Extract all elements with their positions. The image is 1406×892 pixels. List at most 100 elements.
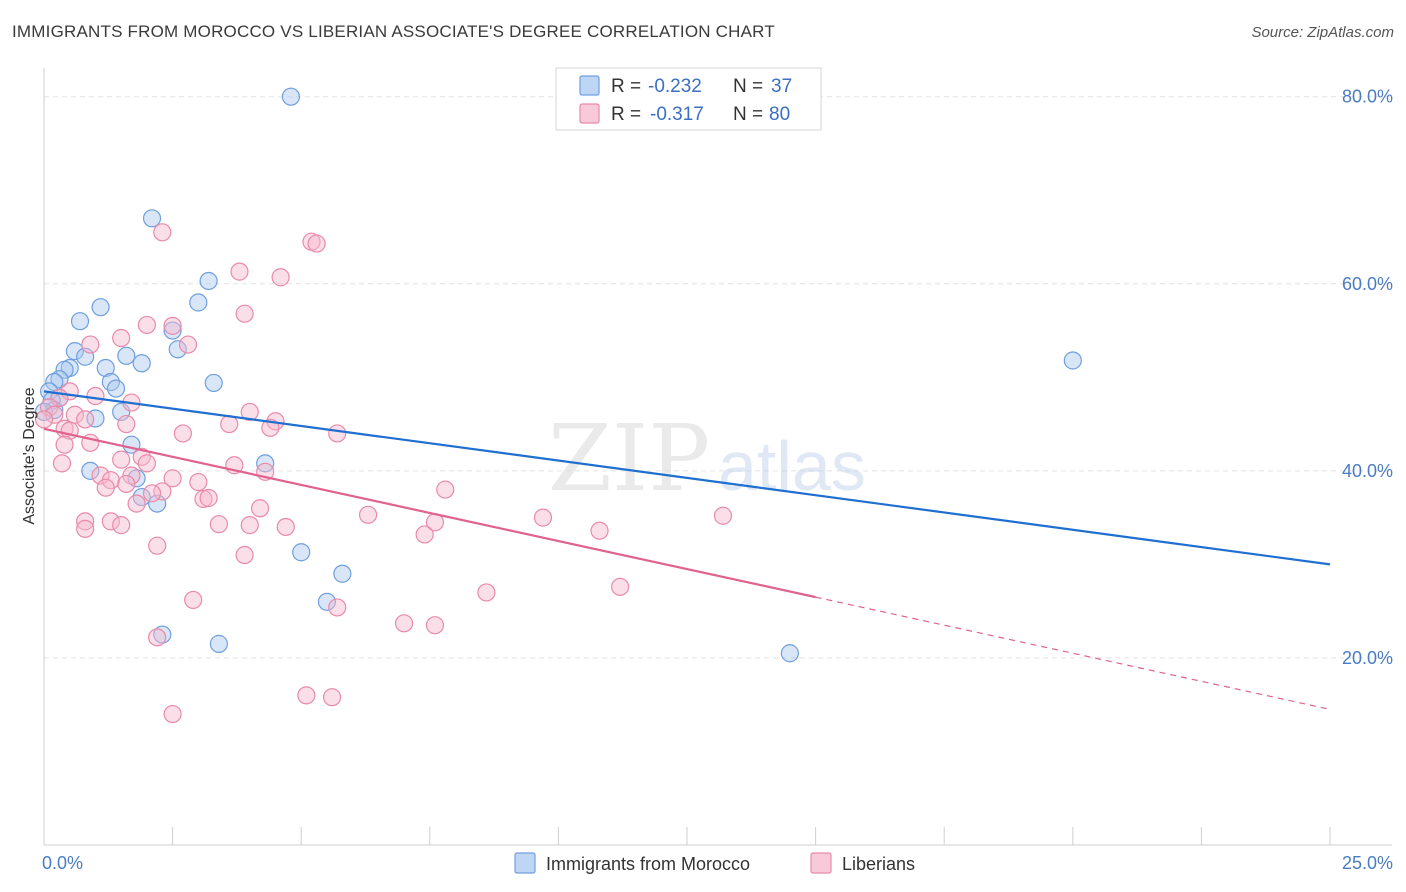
- y-tick-label-2: 60.0%: [1342, 274, 1393, 294]
- point-blue-18: [106, 379, 126, 398]
- point-pink-35: [52, 454, 72, 473]
- point-blue-30: [127, 469, 146, 488]
- point-pink-7: [163, 316, 182, 335]
- y-tick-label-1: 40.0%: [1342, 461, 1393, 481]
- point-pink-69: [328, 598, 347, 617]
- point-pink-24: [117, 414, 136, 434]
- point-blue-6: [163, 321, 182, 340]
- point-pink-52: [533, 508, 553, 527]
- y-tick-label-0: 20.0%: [1342, 648, 1393, 668]
- point-pink-18: [76, 410, 95, 429]
- point-pink-67: [477, 583, 496, 602]
- point-pink-48: [436, 480, 455, 499]
- point-blue-35: [317, 592, 337, 611]
- legend-n-value-0: 37: [771, 76, 792, 97]
- point-pink-30: [55, 435, 74, 454]
- point-blue-2: [199, 271, 218, 291]
- point-pink-59: [276, 517, 295, 537]
- point-pink-63: [590, 521, 609, 540]
- point-blue-38: [780, 644, 799, 663]
- trend-lines: [43, 390, 1331, 710]
- bottom-legend-label-liberians: Liberians: [842, 854, 915, 874]
- y-axis-label: Associate's Degree: [21, 387, 38, 524]
- legend-r-value-1: -0.317: [650, 104, 704, 125]
- point-blue-13: [55, 360, 74, 379]
- point-pink-9: [81, 335, 100, 354]
- point-pink-73: [297, 686, 316, 705]
- bottom-legend-swatch-pink: [810, 852, 832, 874]
- point-pink-57: [209, 515, 228, 534]
- point-blue-8: [65, 342, 84, 361]
- point-pink-33: [137, 454, 156, 473]
- point-pink-13: [86, 386, 105, 406]
- point-pink-51: [358, 505, 378, 524]
- point-pink-65: [235, 545, 254, 565]
- point-pink-4: [271, 268, 290, 287]
- point-pink-20: [240, 402, 259, 422]
- bottom-legend-label-morocco: Immigrants from Morocco: [546, 854, 750, 874]
- point-pink-3: [230, 262, 249, 281]
- legend-swatch-pink: [579, 103, 600, 124]
- point-blue-5: [70, 312, 90, 331]
- gridlines: [44, 96, 1392, 659]
- point-blue-15: [50, 370, 69, 389]
- point-pink-46: [142, 484, 162, 503]
- point-pink-16: [45, 405, 64, 424]
- point-pink-75: [163, 704, 182, 724]
- point-pink-10: [178, 335, 198, 354]
- point-blue-34: [333, 564, 352, 583]
- point-pink-45: [194, 489, 213, 509]
- legend-n-label-1: N =: [733, 104, 763, 125]
- point-pink-61: [76, 519, 95, 538]
- data-points: [34, 87, 1082, 724]
- point-pink-6: [137, 315, 156, 335]
- point-pink-50: [250, 499, 270, 518]
- point-pink-74: [322, 688, 342, 707]
- x-tick-label-1: 25.0%: [1342, 853, 1393, 873]
- point-pink-32: [112, 450, 131, 469]
- bottom-legend: Immigrants from Morocco Liberians: [514, 852, 915, 874]
- legend-n-label-0: N =: [733, 76, 763, 97]
- point-pink-27: [173, 424, 192, 443]
- tick-labels: 20.0% 40.0% 60.0% 80.0% 0.0% 25.0%: [42, 87, 1393, 873]
- point-pink-19: [34, 410, 54, 429]
- point-pink-28: [328, 424, 347, 443]
- point-pink-47: [199, 488, 218, 508]
- point-pink-8: [112, 328, 131, 348]
- point-pink-54: [76, 512, 95, 531]
- point-blue-3: [189, 293, 208, 312]
- watermark-atlas: atlas: [718, 427, 866, 505]
- watermark-zip: ZIP: [548, 405, 710, 512]
- point-pink-22: [261, 418, 280, 437]
- point-pink-56: [112, 516, 131, 535]
- point-blue-10: [117, 346, 136, 365]
- trend-line-pink: [43, 427, 816, 599]
- point-blue-33: [292, 543, 311, 562]
- chart-title: IMMIGRANTS FROM MOROCCO VS LIBERIAN ASSO…: [12, 22, 775, 41]
- point-pink-2: [153, 223, 172, 242]
- point-pink-62: [415, 525, 434, 544]
- trend-line-blue: [43, 390, 1331, 566]
- point-blue-0: [281, 87, 301, 106]
- point-pink-58: [240, 516, 259, 535]
- point-pink-64: [148, 536, 167, 555]
- point-blue-4: [91, 298, 110, 317]
- point-pink-1: [307, 234, 326, 253]
- point-pink-49: [127, 494, 146, 513]
- point-blue-36: [153, 625, 172, 644]
- x-tick-label-0: 0.0%: [42, 853, 83, 873]
- legend-box: R = -0.232 N = 37 R = -0.317 N = 80: [555, 67, 822, 131]
- point-blue-14: [96, 358, 115, 378]
- legend-r-label-1: R =: [611, 104, 641, 125]
- point-pink-5: [235, 304, 254, 323]
- legend-n-value-1: 80: [769, 104, 790, 125]
- point-pink-41: [117, 474, 136, 494]
- point-pink-66: [611, 577, 630, 596]
- point-pink-53: [713, 506, 733, 525]
- point-blue-11: [132, 354, 151, 373]
- trend-line-pink-dashed: [815, 596, 1331, 710]
- legend-r-label-0: R =: [611, 76, 641, 97]
- point-pink-71: [425, 616, 445, 635]
- point-pink-68: [184, 590, 203, 610]
- y-tick-label-3: 80.0%: [1342, 87, 1393, 107]
